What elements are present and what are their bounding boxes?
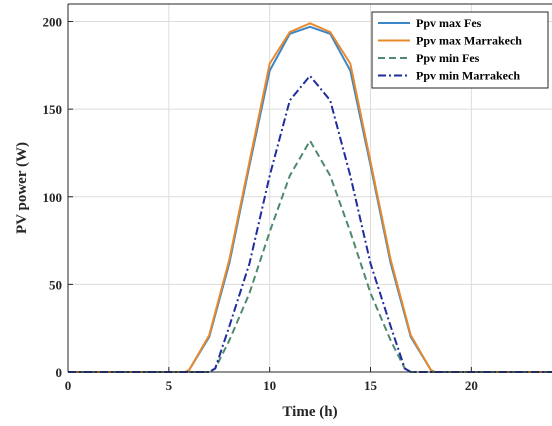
legend-label-1: Ppv max Marrakech (416, 34, 522, 48)
y-tick-label: 100 (43, 190, 63, 205)
x-tick-label: 10 (263, 378, 276, 393)
x-axis-label: Time (h) (282, 404, 337, 420)
legend-label-2: Ppv min Fes (416, 51, 480, 65)
legend: Ppv max Fes Ppv max Marrakech Ppv min Fes P… (371, 11, 549, 89)
series-line-3 (68, 74, 552, 373)
y-tick-label: 200 (43, 15, 63, 30)
y-tick-label: 150 (43, 102, 63, 117)
x-tick-label: 15 (364, 378, 378, 393)
series-lines (68, 22, 552, 373)
y-tick-label: 0 (56, 365, 63, 380)
x-tick-label: 5 (166, 378, 173, 393)
x-tick-label: 20 (465, 378, 478, 393)
legend-label-3: Ppv min Marrakech (416, 69, 520, 83)
legend-label-0: Ppv max Fes (416, 16, 482, 30)
series-line-1 (68, 22, 552, 373)
axes (67, 3, 552, 373)
y-axis-label: PV power (W) (14, 142, 30, 234)
x-tick-label: 0 (65, 378, 72, 393)
y-tick-label: 50 (49, 277, 62, 292)
